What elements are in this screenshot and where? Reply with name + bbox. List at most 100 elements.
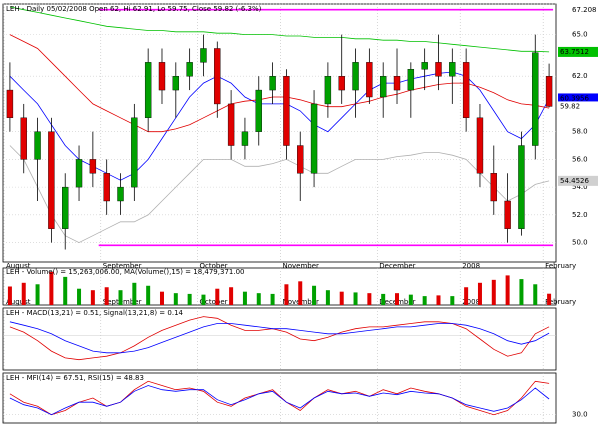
volume-bar: [312, 285, 317, 305]
candle-body: [338, 76, 345, 91]
candle-body: [476, 117, 484, 174]
y-tick-label: 30.0: [572, 411, 588, 419]
value-tag: [558, 101, 598, 112]
y-tick-label: 56.0: [572, 155, 588, 163]
oscillator-title: LEH - MFI(14) = 67.51, RSI(15) = 48.83: [6, 374, 144, 382]
candle-body: [227, 103, 235, 146]
volume-bar: [367, 293, 372, 305]
oscillator-line: [9, 385, 550, 416]
x-tick-label: October: [200, 298, 228, 306]
value-tag-label: 63.7512: [560, 48, 589, 56]
oscillator-line: [9, 380, 550, 416]
y-tick-label: 52.0: [572, 211, 588, 219]
volume-bar: [339, 291, 344, 305]
value-tag: [558, 93, 598, 104]
volume-bar: [547, 293, 552, 305]
value-tag-label: 60.3956: [560, 94, 589, 102]
panel-frame: [2, 372, 557, 424]
volume-bar: [215, 288, 220, 305]
volume-bar: [284, 284, 289, 305]
value-tag-label: 59.82: [560, 102, 580, 110]
candle-body: [310, 103, 318, 174]
candle-body: [504, 200, 511, 229]
candle-body: [297, 145, 304, 174]
volume-bar: [77, 288, 82, 305]
volume-bar: [256, 293, 261, 305]
volume-bar: [505, 275, 510, 305]
volume-title: LEH - Volume() = 15,263,006.00, MA(Volum…: [6, 268, 244, 276]
moving-average-line: [9, 145, 550, 244]
y-tick-label: 58.0: [572, 128, 588, 136]
candle-body: [532, 52, 539, 146]
volume-bar: [146, 285, 151, 305]
volume-bar: [491, 279, 496, 305]
y-tick-label: 65.0: [572, 31, 588, 39]
volume-bar: [533, 284, 538, 305]
y-tick-label: 62.0: [572, 72, 588, 80]
panel-frame: [2, 267, 557, 306]
volume-bar: [464, 287, 469, 305]
volume-bar: [270, 293, 275, 305]
candle-body: [131, 117, 138, 188]
volume-bar: [7, 286, 12, 305]
candle-body: [34, 131, 41, 160]
candle-body: [255, 89, 262, 132]
candle-body: [518, 145, 525, 229]
candle-body: [241, 131, 249, 146]
x-tick-label: February: [545, 298, 576, 306]
volume-bar: [298, 281, 303, 305]
x-tick-label: August: [6, 298, 31, 306]
candle-body: [186, 62, 193, 77]
volume-bar: [90, 290, 95, 305]
volume-bar: [408, 294, 413, 305]
volume-bar: [242, 291, 247, 305]
x-tick-label: October: [200, 262, 228, 270]
x-tick-label: 2008: [462, 262, 480, 270]
volume-bar: [132, 282, 137, 305]
candle-body: [89, 159, 97, 174]
candle-body: [269, 76, 276, 91]
x-tick-label: December: [379, 262, 415, 270]
candle-body: [48, 131, 55, 229]
volume-bar: [159, 291, 164, 305]
moving-average-line: [9, 34, 550, 133]
y-tick-label: 54.0: [572, 183, 588, 191]
x-tick-label: September: [103, 262, 142, 270]
candle-body: [6, 89, 14, 119]
candle-body: [117, 186, 124, 202]
panel-frame: [2, 307, 557, 371]
x-tick-label: 2008: [462, 298, 480, 306]
candle-body: [490, 173, 497, 202]
volume-bar: [519, 279, 524, 305]
volume-bar: [395, 293, 400, 305]
macd-title: LEH - MACD(13,21) = 0.51, Signal(13,21,8…: [6, 309, 184, 317]
candle-body: [407, 69, 415, 91]
value-tag-label: 54.4526: [560, 177, 589, 185]
volume-bar: [436, 295, 441, 305]
value-tag: [558, 46, 598, 57]
candle-body: [435, 62, 442, 77]
volume-bar: [104, 287, 109, 305]
candle-body: [393, 76, 401, 91]
volume-bar: [325, 290, 330, 305]
candle-body: [545, 76, 553, 107]
volume-bar: [422, 296, 427, 305]
y-tick-label: 50.0: [572, 239, 588, 247]
candle-body: [421, 62, 428, 70]
x-tick-label: August: [6, 262, 31, 270]
volume-bar: [173, 293, 178, 305]
candle-body: [75, 159, 83, 188]
candle-body: [20, 117, 27, 160]
x-tick-label: February: [545, 262, 576, 270]
candle-body: [462, 62, 470, 119]
macd-line: [9, 321, 550, 354]
volume-bar: [35, 284, 40, 305]
candle-body: [214, 48, 221, 105]
volume-bar: [229, 287, 234, 305]
volume-bar: [187, 293, 192, 305]
chart-title: LEH - Daily 05/02/2008 Open 62, Hi 62.91…: [6, 5, 262, 13]
volume-bar: [477, 282, 482, 305]
moving-average-line: [9, 71, 550, 181]
volume-bar: [353, 292, 358, 305]
